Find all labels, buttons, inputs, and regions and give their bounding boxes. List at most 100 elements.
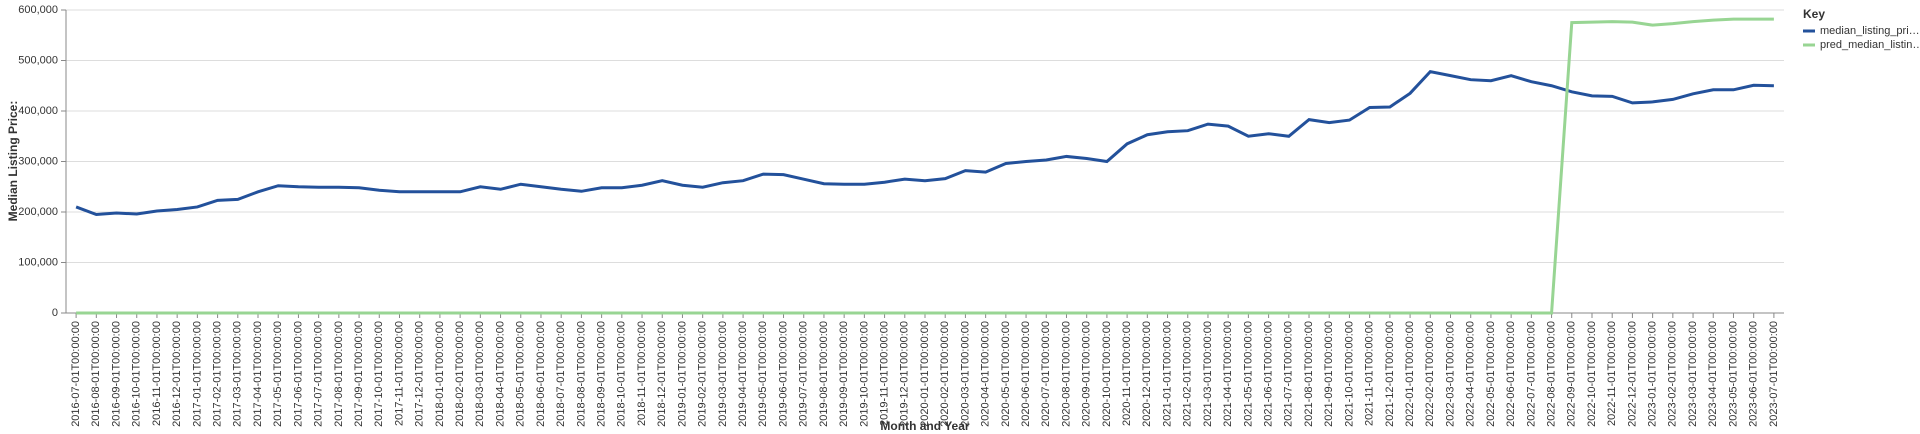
x-tick-label: 2018-02-01T00:00:00 [454, 321, 466, 427]
x-tick-label: 2017-04-01T00:00:00 [252, 321, 264, 427]
x-tick-label: 2019-05-01T00:00:00 [757, 321, 769, 427]
x-tick-label: 2020-02-01T00:00:00 [939, 321, 951, 427]
x-tick-label: 2020-03-01T00:00:00 [959, 321, 971, 427]
x-tick-label: 2023-07-01T00:00:00 [1768, 321, 1780, 427]
x-tick-label: 2023-03-01T00:00:00 [1687, 321, 1699, 427]
x-tick-label: 2021-06-01T00:00:00 [1263, 321, 1275, 427]
legend-title: Key [1803, 7, 1825, 21]
y-tick-label: 100,000 [18, 256, 58, 268]
x-tick-label: 2021-05-01T00:00:00 [1242, 321, 1254, 427]
x-tick-label: 2023-04-01T00:00:00 [1707, 321, 1719, 427]
x-axis-label: Month and Year [880, 419, 969, 433]
x-tick-label: 2017-10-01T00:00:00 [373, 321, 385, 427]
y-tick-label: 500,000 [18, 54, 58, 66]
y-tick-label: 300,000 [18, 155, 58, 167]
x-tick-label: 2016-10-01T00:00:00 [131, 321, 143, 427]
x-tick-label: 2020-08-01T00:00:00 [1060, 321, 1072, 427]
x-tick-label: 2022-10-01T00:00:00 [1586, 321, 1598, 427]
y-tick-label: 200,000 [18, 206, 58, 218]
x-tick-label: 2016-11-01T00:00:00 [151, 321, 163, 426]
x-tick-label: 2016-12-01T00:00:00 [171, 321, 183, 427]
x-tick-label: 2017-08-01T00:00:00 [333, 321, 345, 427]
x-tick-label: 2022-12-01T00:00:00 [1626, 321, 1638, 427]
x-tick-label: 2019-07-01T00:00:00 [798, 321, 810, 427]
x-tick-label: 2022-03-01T00:00:00 [1444, 321, 1456, 427]
x-tick-label: 2018-08-01T00:00:00 [575, 321, 587, 427]
x-tick-label: 2020-06-01T00:00:00 [1020, 321, 1032, 427]
x-tick-label: 2021-04-01T00:00:00 [1222, 321, 1234, 427]
x-tick-label: 2017-11-01T00:00:00 [393, 321, 405, 426]
x-tick-label: 2018-10-01T00:00:00 [616, 321, 628, 427]
x-tick-label: 2020-05-01T00:00:00 [1000, 321, 1012, 427]
line-series [76, 17, 1774, 315]
x-tick-label: 2018-04-01T00:00:00 [494, 321, 506, 427]
x-tick-label: 2019-04-01T00:00:00 [737, 321, 749, 427]
x-tick-label: 2022-06-01T00:00:00 [1505, 321, 1517, 427]
x-tick-label: 2021-12-01T00:00:00 [1384, 321, 1396, 427]
x-tick-label: 2019-02-01T00:00:00 [697, 321, 709, 427]
x-tick-label: 2018-06-01T00:00:00 [535, 321, 547, 427]
x-tick-label: 2019-06-01T00:00:00 [777, 321, 789, 427]
x-tick-label: 2017-12-01T00:00:00 [414, 321, 426, 427]
x-tick-label: 2023-02-01T00:00:00 [1667, 321, 1679, 427]
x-tick-label: 2017-02-01T00:00:00 [211, 321, 223, 427]
x-tick-label: 2019-09-01T00:00:00 [838, 321, 850, 427]
x-tick-label: 2022-11-01T00:00:00 [1606, 321, 1618, 426]
x-tick-label: 2016-09-01T00:00:00 [110, 321, 122, 427]
x-tick-label: 2018-01-01T00:00:00 [434, 321, 446, 427]
x-tick-label: 2020-01-01T00:00:00 [919, 321, 931, 427]
x-tick-label: 2016-07-01T00:00:00 [70, 321, 82, 427]
x-tick-label: 2019-12-01T00:00:00 [899, 321, 911, 427]
x-tick-label: 2018-03-01T00:00:00 [474, 321, 486, 427]
x-tick-label: 2022-07-01T00:00:00 [1525, 321, 1537, 427]
x-tick-label: 2019-11-01T00:00:00 [878, 321, 890, 426]
x-tick-label: 2023-01-01T00:00:00 [1647, 321, 1659, 427]
x-tick-label: 2019-10-01T00:00:00 [858, 321, 870, 427]
x-tick-label: 2020-10-01T00:00:00 [1101, 321, 1113, 427]
x-tick-label: 2020-12-01T00:00:00 [1141, 321, 1153, 427]
x-tick-label: 2017-07-01T00:00:00 [313, 321, 325, 427]
x-tick-label: 2022-04-01T00:00:00 [1465, 321, 1477, 427]
x-tick-label: 2017-01-01T00:00:00 [191, 321, 203, 427]
x-tick-label: 2018-11-01T00:00:00 [636, 321, 648, 426]
x-tick-label: 2018-05-01T00:00:00 [515, 321, 527, 427]
x-tick-label: 2017-05-01T00:00:00 [272, 321, 284, 427]
x-tick-label: 2021-09-01T00:00:00 [1323, 321, 1335, 427]
x-tick-label: 2018-07-01T00:00:00 [555, 321, 567, 427]
y-tick-label: 0 [52, 307, 58, 319]
x-tick-label: 2023-05-01T00:00:00 [1727, 321, 1739, 427]
x-tick-label: 2019-08-01T00:00:00 [818, 321, 830, 427]
x-tick-label: 2021-11-01T00:00:00 [1364, 321, 1376, 426]
legend-label: pred_median_listin… [1820, 39, 1920, 51]
x-tick-label: 2022-01-01T00:00:00 [1404, 321, 1416, 427]
line-series [75, 69, 1774, 217]
x-tick-label: 2020-07-01T00:00:00 [1040, 321, 1052, 427]
x-tick-label: 2018-12-01T00:00:00 [656, 321, 668, 427]
x-tick-label: 2020-04-01T00:00:00 [980, 321, 992, 427]
x-tick-label: 2020-11-01T00:00:00 [1121, 321, 1133, 426]
x-tick-label: 2021-08-01T00:00:00 [1303, 321, 1315, 427]
x-tick-label: 2021-01-01T00:00:00 [1161, 321, 1173, 427]
x-tick-label: 2021-02-01T00:00:00 [1182, 321, 1194, 427]
x-tick-label: 2021-10-01T00:00:00 [1343, 321, 1355, 427]
legend-label: median_listing_pri… [1820, 25, 1920, 37]
x-tick-label: 2022-05-01T00:00:00 [1485, 321, 1497, 427]
x-tick-label: 2020-09-01T00:00:00 [1081, 321, 1093, 427]
x-tick-label: 2021-07-01T00:00:00 [1283, 321, 1295, 427]
x-tick-label: 2019-01-01T00:00:00 [676, 321, 688, 427]
y-axis-label: Median Listing Price: [6, 101, 20, 222]
x-tick-label: 2016-08-01T00:00:00 [90, 321, 102, 427]
x-tick-label: 2021-03-01T00:00:00 [1202, 321, 1214, 427]
x-tick-label: 2018-09-01T00:00:00 [596, 321, 608, 427]
x-tick-label: 2022-02-01T00:00:00 [1424, 321, 1436, 427]
x-tick-label: 2022-09-01T00:00:00 [1566, 321, 1578, 427]
x-tick-label: 2023-06-01T00:00:00 [1748, 321, 1760, 427]
y-tick-label: 400,000 [18, 105, 58, 117]
y-tick-label: 600,000 [18, 4, 58, 16]
x-tick-label: 2017-09-01T00:00:00 [353, 321, 365, 427]
x-tick-label: 2022-08-01T00:00:00 [1545, 321, 1557, 427]
x-tick-label: 2019-03-01T00:00:00 [717, 321, 729, 427]
x-tick-label: 2017-06-01T00:00:00 [292, 321, 304, 427]
